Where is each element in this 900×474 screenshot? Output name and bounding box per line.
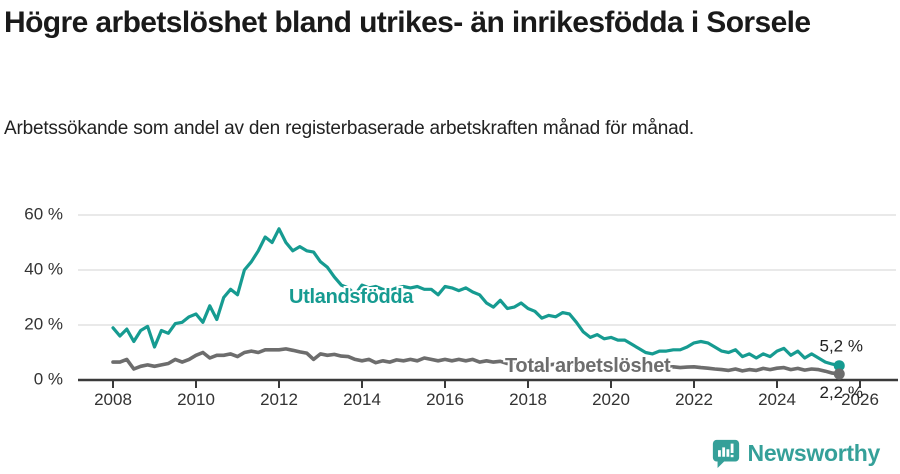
svg-text:40 %: 40 % — [24, 259, 63, 278]
end-value-label-total: 2,2 % — [820, 383, 863, 402]
series-lines — [111, 227, 842, 376]
series-end-markers — [833, 360, 845, 380]
svg-text:2012: 2012 — [260, 390, 298, 409]
series-label-total: Total arbetslöshet — [505, 355, 671, 377]
brand-name: Newsworthy — [747, 439, 881, 466]
svg-text:2008: 2008 — [94, 390, 132, 409]
end-value-label-utlandsfodda: 5,2 % — [820, 337, 863, 356]
page-title: Högre arbetslöshet bland utrikes- än inr… — [4, 6, 811, 39]
x-axis: 2008 2010 2012 2014 2016 2018 2020 2022 2024 2026 — [78, 378, 898, 409]
svg-text:2010: 2010 — [177, 390, 215, 409]
newsworthy-logo[interactable]: Newsworthy — [711, 438, 880, 468]
svg-text:2016: 2016 — [426, 390, 464, 409]
bar-chart-speech-bubble-icon — [712, 439, 739, 468]
svg-text:2018: 2018 — [509, 390, 547, 409]
svg-text:2026: 2026 — [841, 390, 879, 409]
svg-text:2020: 2020 — [592, 390, 630, 409]
y-axis-tick-labels: 0 % 20 % 40 % 60 % — [24, 204, 63, 388]
svg-text:2024: 2024 — [758, 390, 796, 409]
svg-text:2014: 2014 — [343, 390, 381, 409]
gridlines — [78, 214, 896, 326]
svg-text:20 %: 20 % — [24, 314, 63, 333]
series-label-utlandsfodda: Utlandsfödda — [289, 286, 414, 308]
line-chart: 0 % 20 % 40 % 60 % 2008 2010 2012 2014 2016 2018… — [24, 204, 898, 409]
svg-text:0 %: 0 % — [34, 369, 63, 388]
svg-text:60 %: 60 % — [24, 204, 63, 223]
chart-subtitle: Arbetssökande som andel av den registerb… — [4, 118, 694, 139]
svg-text:2022: 2022 — [675, 390, 713, 409]
